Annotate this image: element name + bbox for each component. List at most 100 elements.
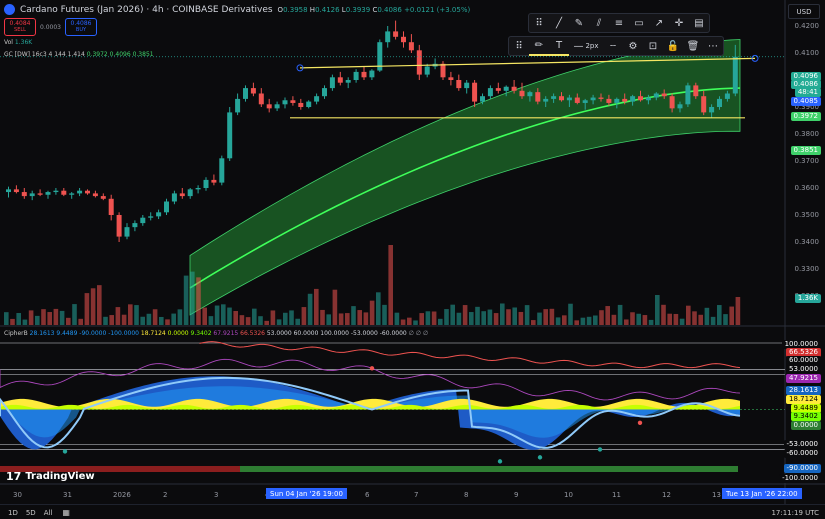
cipherb-axis-label: 53.0000	[786, 365, 821, 374]
cipherb-axis-label: 47.9215	[786, 374, 821, 383]
price-tag: 1.36K	[794, 294, 821, 303]
time-tick-label: 2026	[113, 491, 131, 499]
drawing-toolbar-style: ⠿ ✏ T —2px ┄ ⚙ ⊡ 🔓 🗑 ⋯	[508, 36, 724, 56]
gc-indicator-legend[interactable]: GC [DW] 16c3 4 144 1.414 0.3972 0.4096 0…	[4, 51, 154, 58]
cipherb-axis-label: 9.3402	[790, 412, 821, 421]
cipherb-value: 53.0000	[264, 330, 292, 337]
more-icon[interactable]: ⋯	[708, 40, 718, 52]
cipherb-value: 67.9215	[211, 330, 239, 337]
price-tag: 48:41	[794, 88, 821, 97]
symbol-title[interactable]: Cardano Futures (Jan 2026) · 4h · COINBA…	[20, 4, 273, 15]
crosshair-time-right: Tue 13 Jan '26 22:00	[722, 488, 802, 499]
cipherb-value: -100.0000	[106, 330, 139, 337]
trade-buttons: 0.4084 SELL 0.0003 0.4086 BUY	[4, 18, 97, 36]
time-tick-label: 8	[464, 491, 469, 499]
cipherb-value: 60.0000	[291, 330, 319, 337]
sell-button[interactable]: 0.4084 SELL	[4, 18, 36, 36]
drag-handle-icon[interactable]: ⠿	[515, 40, 523, 52]
volume-legend[interactable]: Vol 1.36K	[4, 39, 33, 46]
time-tick-label: 31	[63, 491, 72, 499]
time-tick-label: 2	[163, 491, 168, 499]
price-tick-label: 0.3600	[794, 184, 820, 192]
settings-icon[interactable]: ⚙	[628, 40, 638, 52]
price-tick-label: 0.3400	[794, 238, 820, 246]
rectangle-icon[interactable]: ▭	[634, 17, 644, 29]
symbol-logo-icon[interactable]	[4, 4, 15, 15]
crosshair-icon[interactable]: ✛	[674, 17, 684, 29]
price-tick-label: 0.3300	[794, 265, 820, 273]
time-tick-label: 13	[712, 491, 721, 499]
trend-line-icon[interactable]: ╱	[555, 17, 563, 29]
fib-retracement-icon[interactable]: ≡	[614, 17, 624, 29]
price-tag: 0.3972	[790, 112, 821, 121]
text-style-icon[interactable]: T	[549, 36, 569, 56]
line-width-icon[interactable]: —2px	[573, 40, 599, 52]
price-tag: 0.4086	[790, 80, 821, 89]
price-tick-label: 0.3500	[794, 211, 820, 219]
cipherb-axis-label: 0.0000	[790, 421, 821, 430]
cipherb-axis-label: -100.0000	[779, 474, 821, 483]
text-note-icon[interactable]: ▤	[694, 17, 704, 29]
cipherb-value: 18.7124	[138, 330, 166, 337]
lock-icon[interactable]: 🔓	[666, 40, 680, 52]
clock-readout[interactable]: 17:11:19 UTC	[771, 508, 819, 517]
line-style-icon[interactable]: ┄	[609, 40, 617, 52]
pencil-icon[interactable]: ✏	[529, 36, 549, 56]
cipherb-value: -60.0000	[377, 330, 407, 337]
price-tick-label: 0.3900	[794, 103, 820, 111]
price-tick-label: 0.4100	[794, 49, 820, 57]
time-tick-label: 11	[612, 491, 621, 499]
time-tick-label: 3	[214, 491, 219, 499]
trash-icon[interactable]: 🗑	[686, 40, 700, 52]
price-tag: 0.3851	[790, 146, 821, 155]
spread-value: 0.0003	[40, 23, 61, 31]
time-tick-label: 30	[13, 491, 22, 499]
cipherb-value: ∅	[421, 330, 429, 337]
drag-handle-icon[interactable]: ⠿	[535, 17, 543, 29]
volume-bars	[4, 245, 741, 325]
time-tick-label: 10	[564, 491, 573, 499]
cipherb-axis-label: 66.5326	[786, 348, 821, 357]
drawing-toolbar-primary: ⠿ ╱ ✎ ⫽ ≡ ▭ ↗ ✛ ▤	[528, 13, 710, 33]
cipherb-value: -90.0000	[77, 330, 107, 337]
alert-icon[interactable]: ⊡	[648, 40, 658, 52]
time-tick-label: 12	[662, 491, 671, 499]
ohlc-readout: O0.3958 H0.4126 L0.3939 C0.4086 +0.0121 …	[277, 5, 471, 14]
cipherb-axis-label: 100.0000	[781, 340, 821, 349]
buy-button[interactable]: 0.4086 BUY	[65, 18, 97, 36]
cipherb-panel[interactable]	[0, 341, 785, 472]
cipherb-axis-label: 18.7124	[786, 395, 821, 404]
parallel-channel-icon[interactable]: ⫽	[596, 17, 602, 29]
brush-icon[interactable]: ✎	[574, 17, 584, 29]
currency-selector[interactable]: USD	[788, 4, 820, 19]
cipherb-value: 9.4489	[54, 330, 78, 337]
chart-header: Cardano Futures (Jan 2026) · 4h · COINBA…	[4, 4, 470, 15]
tradingview-brand: 17 TradingView	[6, 470, 95, 483]
crosshair-time-left: Sun 04 Jan '26 19:00	[266, 488, 347, 499]
cipherb-axis-label: -60.0000	[783, 449, 821, 458]
cipherb-axis-label: 9.4489	[790, 404, 821, 413]
cipherb-value: 9.3402	[188, 330, 212, 337]
trend-line-upper[interactable]	[299, 57, 756, 69]
price-candles[interactable]	[6, 20, 738, 242]
time-tick-label: 9	[514, 491, 519, 499]
time-tick-label: 6	[365, 491, 370, 499]
price-tag: 0.4085	[790, 97, 821, 106]
cipherb-value: 28.1613	[29, 330, 55, 337]
cipherb-legend[interactable]: CipherB 28.1613 9.4489 -90.0000 -100.000…	[4, 330, 429, 337]
range-all-button[interactable]: All	[43, 508, 53, 517]
cipherb-value: 0.0000	[165, 330, 189, 337]
path-icon[interactable]: ↗	[654, 17, 664, 29]
range-1d-button[interactable]: 1D	[8, 508, 18, 517]
cipherb-axis-label: -90.0000	[783, 464, 821, 473]
range-5d-button[interactable]: 5D	[25, 508, 36, 517]
time-tick-label: 7	[414, 491, 419, 499]
cipherb-axis-label: -53.0000	[783, 440, 821, 449]
cipherb-value: -53.0000	[348, 330, 378, 337]
date-range-icon[interactable]: ▦	[62, 508, 70, 517]
cipherb-value: 100.0000	[318, 330, 349, 337]
cipherb-axis-label: 60.0000	[786, 356, 821, 365]
cipherb-axis-label: 28.1613	[786, 386, 821, 395]
